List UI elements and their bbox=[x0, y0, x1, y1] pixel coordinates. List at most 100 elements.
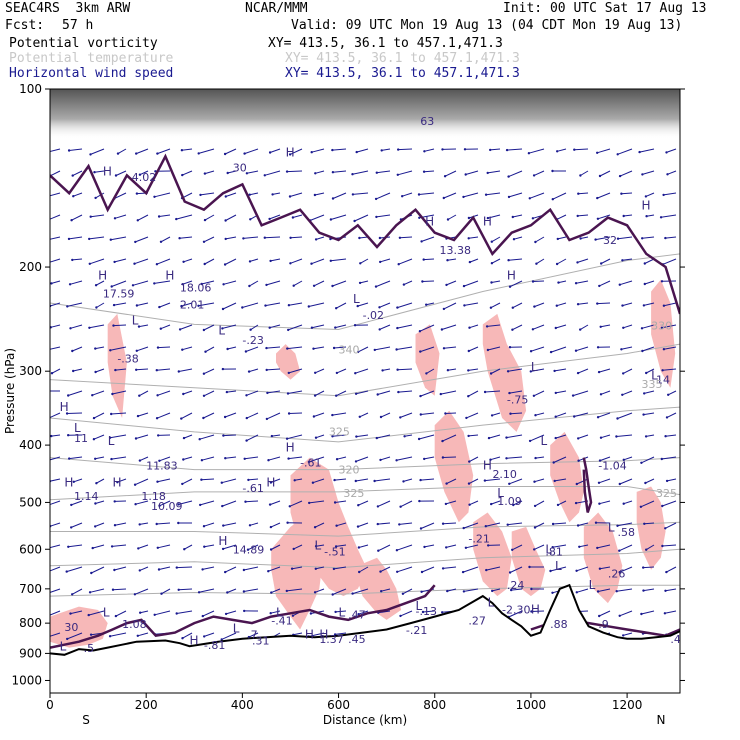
wind-vector bbox=[663, 346, 677, 350]
wind-vector bbox=[250, 324, 259, 331]
wind-vector-head bbox=[467, 395, 470, 398]
wind-vector-head bbox=[531, 217, 535, 220]
wind-vector-head bbox=[533, 504, 537, 508]
wind-vector bbox=[137, 412, 149, 417]
wind-vector-head bbox=[265, 368, 268, 372]
wind-vector-head bbox=[509, 412, 512, 415]
wind-vector-head bbox=[663, 612, 667, 615]
wind-vector-head bbox=[358, 570, 361, 574]
wind-vector-head bbox=[354, 479, 357, 483]
wind-vector bbox=[198, 302, 215, 307]
wind-vector bbox=[270, 522, 281, 528]
wind-vector-head bbox=[113, 500, 116, 503]
wind-vector bbox=[292, 214, 303, 218]
wind-vector bbox=[447, 258, 457, 261]
wind-vector bbox=[222, 324, 237, 329]
wind-vector bbox=[622, 258, 633, 261]
wind-vector-head bbox=[551, 591, 554, 594]
pv-contour-1 bbox=[582, 457, 593, 513]
wind-vector-head bbox=[359, 262, 362, 265]
wind-vector-head bbox=[441, 567, 445, 570]
wind-vector-head bbox=[616, 524, 619, 527]
wind-vector bbox=[198, 588, 215, 593]
wind-vector bbox=[72, 258, 83, 261]
wind-vector-head bbox=[137, 547, 140, 550]
wind-vector bbox=[357, 522, 369, 528]
wind-vector bbox=[71, 500, 83, 506]
wind-vector-head bbox=[467, 369, 470, 372]
wind-vector-head bbox=[202, 525, 206, 528]
pressure-center-label: L bbox=[353, 292, 360, 306]
wind-vector-head bbox=[615, 435, 618, 438]
wind-vector bbox=[115, 368, 127, 371]
wind-vector bbox=[111, 280, 127, 287]
wind-vector bbox=[67, 412, 83, 414]
pv-region-8 bbox=[473, 512, 512, 597]
wind-vector-head bbox=[354, 392, 358, 395]
wind-vector-head bbox=[511, 548, 514, 551]
pressure-center-label: L bbox=[545, 542, 552, 556]
wind-vector-head bbox=[552, 461, 555, 464]
wind-vector-head bbox=[289, 262, 292, 265]
wind-vector-head bbox=[177, 521, 180, 525]
wind-vector-head bbox=[483, 479, 487, 482]
wind-vector bbox=[313, 280, 325, 287]
wind-vector bbox=[468, 346, 479, 352]
x-tick-label: 400 bbox=[231, 698, 254, 712]
wind-vector-head bbox=[111, 392, 114, 396]
north-end-label: N bbox=[657, 713, 666, 727]
wind-vector bbox=[114, 522, 127, 526]
wind-vector bbox=[377, 500, 391, 507]
wind-vector bbox=[528, 148, 545, 154]
wind-vector-head bbox=[596, 416, 600, 419]
wind-vector-head bbox=[292, 284, 295, 287]
wind-vector-head bbox=[421, 610, 425, 614]
wind-vector-head bbox=[422, 258, 425, 261]
wind-vector-head bbox=[269, 481, 273, 484]
wind-vector bbox=[138, 544, 149, 549]
wind-vector bbox=[182, 478, 193, 485]
wind-vector-head bbox=[156, 346, 160, 349]
wind-vector bbox=[399, 522, 413, 525]
wind-vector-head bbox=[203, 262, 206, 266]
wind-vector-head bbox=[642, 589, 645, 592]
wind-vector bbox=[487, 346, 501, 351]
wind-vector bbox=[646, 434, 655, 437]
y-tick-label: 100 bbox=[19, 82, 42, 96]
wind-vector-head bbox=[641, 349, 644, 353]
forecast-label: Fcst: bbox=[5, 18, 45, 33]
wind-vector bbox=[95, 280, 105, 286]
wind-vector bbox=[135, 500, 149, 505]
wind-vector-head bbox=[419, 527, 423, 530]
pressure-center-label: H bbox=[305, 628, 314, 642]
wind-vector-head bbox=[380, 149, 383, 152]
pv-value-label: 1.08 bbox=[122, 618, 147, 631]
wind-vector-head bbox=[269, 548, 273, 551]
pv-region-11 bbox=[550, 431, 584, 523]
wind-vector bbox=[89, 588, 105, 593]
wind-vector bbox=[114, 214, 127, 219]
wind-vector bbox=[93, 412, 105, 419]
wind-vector-head bbox=[197, 304, 200, 307]
wind-vector-head bbox=[50, 282, 53, 285]
wind-vector-head bbox=[551, 522, 555, 526]
wind-vector bbox=[666, 478, 677, 482]
wind-vector bbox=[622, 390, 633, 396]
wind-vector-head bbox=[267, 459, 270, 462]
wind-vector bbox=[67, 632, 83, 640]
wind-vector bbox=[314, 390, 325, 397]
wind-vector-head bbox=[599, 393, 603, 396]
wind-vector bbox=[332, 192, 347, 199]
wind-vector-head bbox=[182, 458, 185, 461]
wind-vector bbox=[359, 236, 369, 239]
wind-vector bbox=[662, 500, 677, 507]
wind-vector-head bbox=[244, 500, 247, 503]
wind-vector bbox=[139, 456, 149, 462]
wind-vector-head bbox=[616, 153, 619, 156]
wind-vector-head bbox=[490, 502, 493, 506]
wind-vector bbox=[316, 544, 325, 547]
wind-vector bbox=[378, 544, 391, 552]
wind-vector bbox=[156, 368, 171, 371]
wind-vector bbox=[244, 456, 259, 460]
wind-vector bbox=[357, 346, 369, 353]
